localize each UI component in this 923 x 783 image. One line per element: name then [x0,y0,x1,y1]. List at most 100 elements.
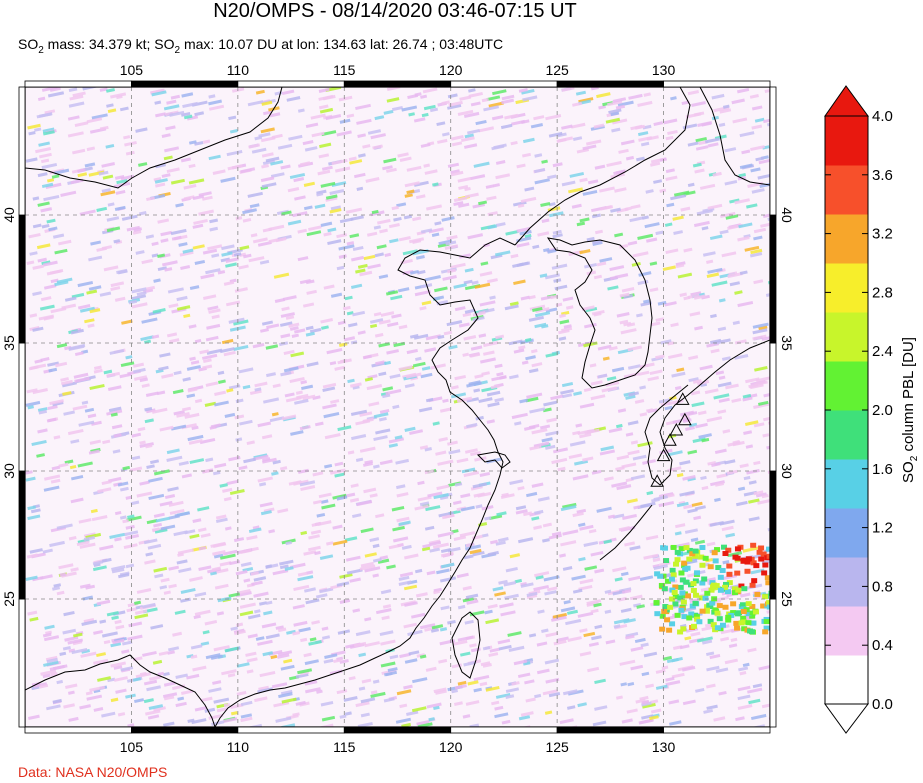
so2-pixel [213,645,230,652]
so2-pixel [79,583,91,589]
so2-pixel [89,685,106,692]
so2-pixel [411,612,426,619]
so2-pixel [68,716,79,722]
so2-pixel [732,117,748,124]
so2-pixel [26,260,35,265]
so2-pixel [329,189,345,195]
so2-hotspot-pixel [667,604,674,610]
so2-pixel [320,318,334,324]
so2-pixel [175,673,189,679]
so2-pixel [198,565,212,571]
so2-pixel [253,576,267,582]
so2-pixel [210,541,226,548]
so2-pixel [372,573,379,578]
so2-pixel [483,350,495,356]
so2-pixel [296,393,309,400]
so2-pixel [176,412,190,418]
so2-pixel [46,178,55,183]
so2-pixel [292,211,308,218]
so2-pixel [254,696,268,703]
so2-pixel [168,565,180,571]
so2-pixel [321,626,329,631]
so2-pixel [534,693,542,699]
so2-pixel [628,575,641,582]
so2-pixel [360,697,376,704]
so2-pixel [247,613,261,620]
so2-pixel [439,495,449,501]
so2-pixel [385,388,402,396]
so2-pixel [226,388,234,393]
so2-pixel [690,537,699,542]
so2-pixel [144,559,156,565]
so2-pixel [370,133,386,140]
so2-pixel [348,676,356,681]
so2-pixel [305,598,320,605]
so2-pixel [43,194,60,202]
so2-pixel [180,157,192,163]
so2-pixel [110,281,125,288]
so2-pixel [355,103,371,111]
so2-pixel [220,176,236,183]
so2-pixel [245,651,257,657]
so2-pixel [547,248,557,254]
so2-pixel [599,449,616,456]
so2-pixel [36,243,51,250]
so2-pixel [457,680,467,686]
so2-pixel [91,113,108,120]
so2-pixel [333,658,342,664]
map-title: N20/OMPS - 08/14/2020 03:46-07:15 UT [213,0,577,22]
so2-hotspot-pixel [760,551,767,557]
so2-pixel [248,527,262,534]
so2-pixel [537,496,550,502]
so2-pixel [79,704,91,710]
so2-pixel [56,277,73,284]
so2-pixel [298,627,311,633]
so2-hotspot-pixel [761,570,768,576]
so2-pixel [309,327,322,334]
so2-hotspot-pixel [701,576,708,582]
so2-pixel [153,706,166,712]
so2-pixel [384,360,392,366]
so2-pixel [436,484,450,491]
so2-pixel [544,710,553,715]
so2-pixel [593,123,605,129]
so2-pixel [596,261,607,267]
so2-pixel [495,173,511,180]
so2-pixel [277,653,290,659]
so2-pixel [242,217,252,223]
so2-pixel [693,294,706,300]
so2-pixel [525,697,536,703]
so2-pixel [563,324,572,329]
so2-hotspot-pixel [740,608,747,614]
so2-pixel [153,512,165,518]
so2-pixel [60,379,73,386]
so2-pixel [658,397,673,404]
so2-pixel [396,492,409,498]
so2-pixel [178,242,188,247]
so2-pixel [339,118,351,124]
so2-pixel [638,370,650,376]
so2-hotspot-pixel [658,582,665,588]
so2-pixel [561,124,573,130]
so2-pixel [48,367,58,373]
so2-pixel [709,234,723,241]
so2-pixel [194,338,202,344]
so2-pixel [254,609,261,614]
so2-pixel [208,99,222,106]
so2-hotspot-pixel [764,575,770,581]
so2-pixel [35,147,52,154]
so2-pixel [126,225,141,232]
so2-pixel [524,186,535,192]
so2-pixel [588,528,597,534]
so2-pixel [470,451,481,457]
so2-pixel [240,167,256,174]
so2-pixel [77,304,91,310]
so2-pixel [384,252,392,258]
so2-pixel [715,370,725,376]
so2-pixel [302,140,314,146]
so2-pixel [194,398,203,404]
so2-pixel [691,401,705,408]
so2-pixel [375,428,391,435]
coast-japan-north [699,87,770,186]
so2-pixel [157,671,165,676]
